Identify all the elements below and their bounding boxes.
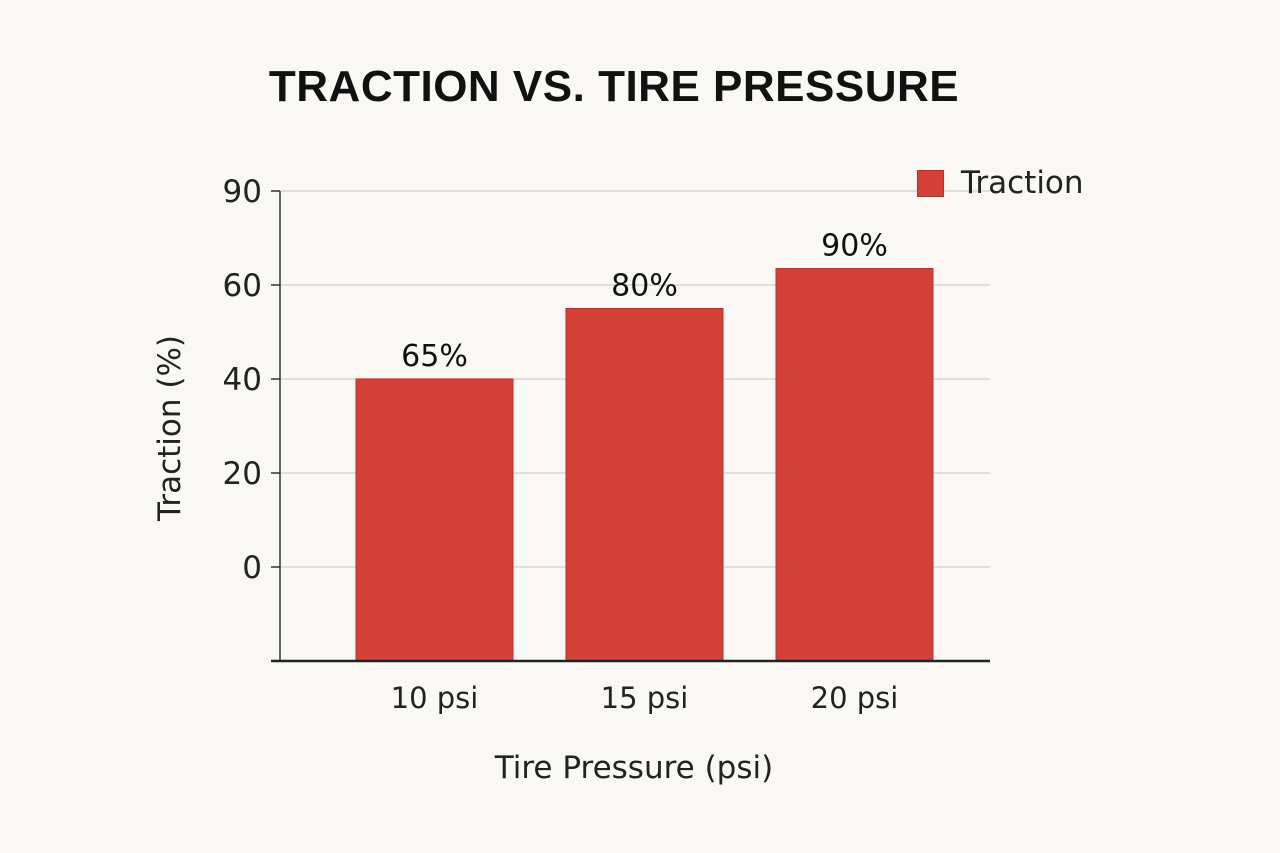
data-labels: 65% 80% 90% xyxy=(401,229,888,374)
x-axis-title: Tire Pressure (psi) xyxy=(494,750,773,786)
y-axis-title: Traction (%) xyxy=(152,335,188,522)
legend: Traction xyxy=(917,165,1084,201)
data-label: 65% xyxy=(401,339,468,374)
y-tick-label: 60 xyxy=(223,268,262,304)
y-tick-label: 0 xyxy=(242,550,262,586)
chart-title: TRACTION VS. TIRE PRESSURE xyxy=(268,62,960,111)
bar xyxy=(355,378,514,662)
y-tick-label: 20 xyxy=(223,456,262,492)
x-tick-label: 20 psi xyxy=(811,681,899,715)
bars xyxy=(355,268,934,662)
y-tick-label: 40 xyxy=(223,362,262,398)
bar xyxy=(775,268,934,662)
legend-swatch xyxy=(917,169,944,197)
axes: 0 20 40 60 90 10 psi 15 psi 20 psi Tire Pressure… xyxy=(152,174,990,786)
x-tick-label: 15 psi xyxy=(601,681,689,715)
y-tick-label: 90 xyxy=(223,174,262,210)
bar xyxy=(565,308,724,662)
x-tick-label: 10 psi xyxy=(391,681,479,715)
legend-label: Traction xyxy=(961,165,1084,201)
data-label: 90% xyxy=(821,229,888,264)
data-label: 80% xyxy=(611,269,678,304)
